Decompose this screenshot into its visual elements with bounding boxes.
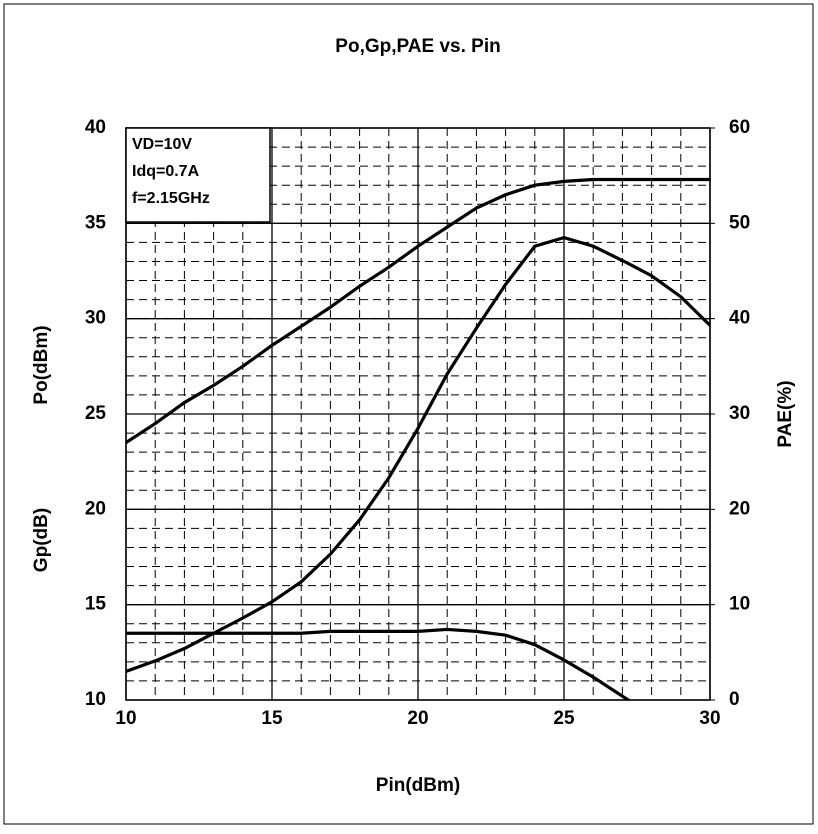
x-tick-label: 25 [553, 708, 575, 729]
y-tick-label: 15 [85, 594, 107, 615]
annotation: VD=10V [132, 136, 192, 153]
series-line [126, 236, 710, 673]
annotation: f=2.15GHz [132, 190, 210, 207]
y-tick-label: 10 [85, 689, 106, 710]
series-line [126, 177, 710, 444]
x-tick-label: 15 [261, 708, 283, 729]
y2-tick-label: 40 [729, 308, 750, 329]
y-axis-label: Gp(dB) [31, 508, 52, 572]
x-tick-label: 30 [699, 708, 720, 729]
y2-tick-label: 50 [729, 212, 750, 233]
y2-tick-label: 10 [729, 594, 750, 615]
y-tick-label: 30 [85, 308, 106, 329]
y2-tick-label: 20 [729, 498, 750, 519]
plot-border [125, 127, 711, 701]
annotation-frame [125, 127, 271, 223]
y2-axis-label: PAE(%) [775, 380, 796, 447]
annotation-box: VD=10V Idq=0.7A f=2.15GHz [125, 127, 271, 223]
annotation: Idq=0.7A [132, 163, 200, 180]
x-tick-label: 10 [115, 708, 136, 729]
y-tick-label: 20 [85, 498, 106, 519]
y2-tick-label: 0 [729, 689, 740, 710]
y2-tick-label: 30 [729, 403, 750, 424]
y-tick-label: 40 [85, 117, 106, 138]
y-tick-label: 25 [85, 403, 107, 424]
y-axis-label: Po(dBm) [31, 325, 52, 404]
y-tick-label: 35 [85, 212, 107, 233]
x-axis-label: Pin(dBm) [376, 775, 460, 796]
x-tick-label: 20 [407, 708, 428, 729]
y2-tick-label: 60 [729, 117, 750, 138]
chart-title: Po,Gp,PAE vs. Pin [335, 36, 500, 57]
series-group [126, 177, 710, 700]
